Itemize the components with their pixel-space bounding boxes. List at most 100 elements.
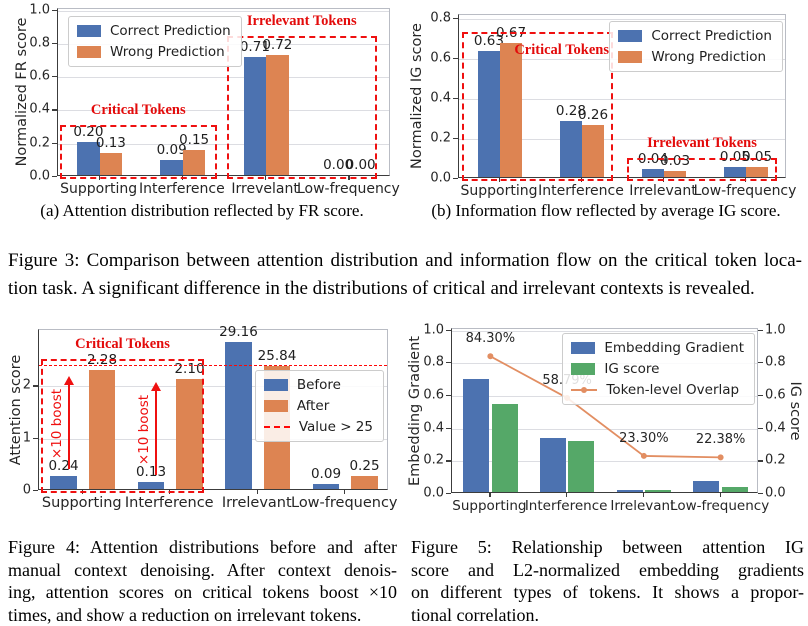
gridline	[58, 143, 389, 145]
boost-arrow-head	[151, 382, 162, 392]
annotation-label-irrelevant-tokens: Irrelevant Tokens	[647, 134, 757, 151]
annotation-box-critical-tokens	[462, 32, 613, 181]
y-tick-label: 0.8	[430, 10, 451, 26]
x-tick-label: Low-frequency	[693, 183, 797, 199]
y-axis-label: Attention score	[8, 354, 24, 465]
legend-item-after: After	[263, 398, 373, 414]
overlap-point	[640, 452, 647, 459]
x-tick-label: Supporting	[60, 181, 138, 197]
y-tick-mark-right	[758, 493, 763, 495]
figure3-caption: Figure 3: Comparison between attention d…	[8, 247, 802, 302]
bar-value-label: 25.84	[257, 347, 297, 364]
bar-irrevelant-correct-prediction	[243, 56, 267, 175]
bar-irrelevant-correct-prediction	[641, 169, 664, 177]
bar-supporting-wrong-prediction	[99, 153, 123, 175]
y-tick-label: 0.6	[423, 387, 444, 403]
y-tick-mark	[446, 362, 451, 364]
bar-value-label: 0.13	[95, 135, 126, 152]
bar-value-label: 0.13	[135, 464, 167, 481]
bar-supporting-before	[50, 476, 77, 489]
x-tick-label: Interference	[139, 181, 225, 197]
bar-interference-wrong-prediction	[582, 125, 605, 177]
chart-gradient-overlap: 84.30%58.79%23.30%22.38%Embedding Gradie…	[404, 318, 804, 518]
x-tick-mark	[256, 490, 258, 494]
legend-swatch-after	[263, 400, 288, 412]
y-tick-label: 1	[22, 430, 31, 446]
legend-swatch-correct-prediction	[618, 30, 643, 42]
legend: Correct Prediction Wrong Prediction	[609, 21, 783, 72]
bar-value-label: 0.25	[349, 457, 380, 474]
bar-low-frequency-before	[312, 484, 340, 489]
caption-line: manual context denoising. After context …	[8, 559, 397, 580]
legend-label: Wrong Prediction	[110, 44, 225, 60]
legend-swatch-embedding-gradient	[571, 342, 596, 354]
y-tick-label: 1.0	[29, 2, 50, 18]
gridline	[452, 428, 757, 430]
y-tick-label: 0.4	[430, 90, 451, 106]
x-tick-label: Supporting	[460, 183, 538, 199]
figure4-caption: Figure 4: Attention distributions before…	[8, 536, 397, 626]
chart-ig-score: 0.63 0.28 0.04 0.05 0.67 0.26 0.03 0.05 Critical…	[404, 2, 804, 200]
annotation-label-irrelevant-tokens: Irrelevant Tokens	[246, 13, 357, 30]
x-tick-label: Interference	[124, 495, 214, 511]
legend-label: After	[296, 398, 330, 414]
caption-line: on different types of tokens. It shows a…	[411, 582, 804, 603]
y-tick-mark	[52, 142, 57, 144]
bar-value-label: 29.16	[219, 324, 258, 341]
x-tick-label: Interference	[524, 498, 608, 514]
y-tick-label: 0.0	[423, 485, 444, 501]
bar-value-label: 0.05	[742, 149, 773, 165]
x-tick-label: Irrelevant	[629, 183, 697, 199]
x-tick-mark	[344, 490, 346, 494]
boost-arrow-head	[63, 376, 74, 386]
chart-fr-score: 0.20 0.09 0.71 0.00 0.13 0.15 0.72 0.00 Critical…	[8, 2, 400, 198]
y-tick-label-right: 0.2	[765, 452, 786, 468]
subcaption-a: (a) Attention distribution reflected by …	[40, 201, 364, 220]
bar-interference-before	[137, 482, 165, 489]
gridline	[459, 19, 785, 20]
legend-item-embedding-gradient: Embedding Gradient	[571, 340, 744, 356]
y-tick-mark	[453, 138, 458, 140]
y-tick-mark	[52, 42, 57, 45]
y-tick-mark	[52, 9, 57, 11]
annotation-box-irrelevant-tokens	[627, 157, 777, 181]
y-tick-mark-right	[758, 427, 763, 429]
y-tick-label: 2	[22, 377, 31, 393]
figure5-caption: Figure 5: Relationship between attention…	[411, 536, 804, 626]
bar-interference-correct-prediction	[160, 160, 183, 175]
legend-swatch-wrong-prediction	[618, 51, 643, 63]
bar-irrelevant-before	[225, 342, 252, 489]
bar-supporting-embedding-gradient	[463, 379, 490, 492]
gridline	[459, 139, 785, 140]
caption-line: tional correlation.	[411, 604, 539, 625]
y-tick-mark	[453, 178, 458, 180]
legend-label: Before	[296, 377, 341, 393]
chart-attention-denoising: 0.24 0.13 29.16 0.09 2.28 2.10 25.84 0.25 Critic…	[8, 318, 398, 518]
bar-supporting-ig-score	[491, 403, 518, 492]
y-axis-label: Normalized FR score	[14, 17, 30, 167]
bar-interference-wrong-prediction	[182, 150, 206, 175]
y-tick-mark	[33, 385, 38, 387]
y-axis-label: Normalized IG score	[409, 23, 425, 169]
legend-item-token-level-overlap: Token-level Overlap	[571, 382, 744, 398]
x-tick-label: Supporting	[452, 498, 527, 514]
y-tick-label-right: 0.6	[765, 387, 786, 403]
y-tick-label-right: 0.0	[765, 485, 786, 501]
plot-area: 84.30%58.79%23.30%22.38%Embedding Gradie…	[451, 328, 758, 493]
bar-value-label: 0.63	[473, 33, 504, 49]
legend-item-wrong-prediction: Wrong Prediction	[618, 49, 772, 65]
overlap-point-label: 22.38%	[695, 432, 746, 448]
legend-label: IG score	[604, 361, 660, 377]
legend: Correct Prediction Wrong Prediction	[68, 16, 242, 67]
y-tick-mark-right	[758, 460, 763, 462]
y-tick-label-right: 0.4	[765, 420, 786, 436]
boost-arrow-label: ×10 boost	[48, 388, 65, 459]
bar-value-label: 0.72	[262, 37, 293, 54]
y-tick-mark	[52, 109, 57, 111]
bar-value-label: 0.15	[179, 132, 210, 149]
bar-value-label: 0.09	[310, 466, 342, 483]
y-tick-mark	[446, 329, 451, 331]
legend-label: Value > 25	[298, 419, 373, 435]
bar-irrevelant-wrong-prediction	[266, 55, 289, 175]
